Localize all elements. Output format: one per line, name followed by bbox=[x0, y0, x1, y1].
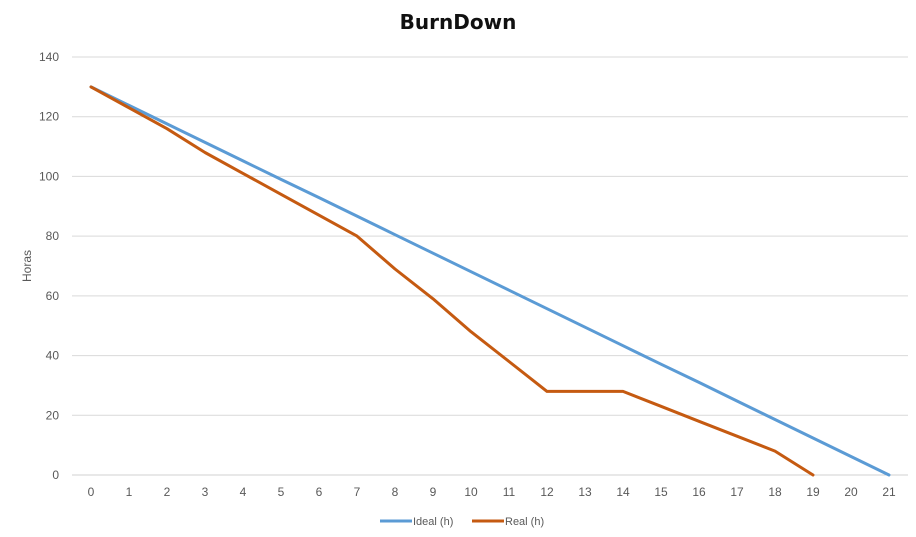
y-tick-label: 120 bbox=[39, 110, 59, 124]
x-tick-label: 5 bbox=[278, 485, 285, 499]
x-tick-label: 17 bbox=[730, 485, 744, 499]
x-tick-label: 21 bbox=[882, 485, 896, 499]
y-tick-label: 60 bbox=[46, 289, 60, 303]
x-tick-label: 13 bbox=[578, 485, 592, 499]
y-tick-label: 140 bbox=[39, 50, 59, 64]
series-line-ideal bbox=[89, 85, 891, 477]
legend-label-ideal: Ideal (h) bbox=[413, 516, 453, 528]
x-tick-label: 0 bbox=[88, 485, 95, 499]
x-tick-label: 12 bbox=[540, 485, 554, 499]
x-tick-label: 11 bbox=[503, 485, 516, 499]
y-tick-label: 20 bbox=[46, 408, 60, 422]
x-tick-label: 9 bbox=[430, 485, 437, 499]
x-tick-label: 7 bbox=[354, 485, 361, 499]
legend: Ideal (h) Real (h) bbox=[380, 516, 544, 528]
y-tick-label: 80 bbox=[46, 229, 60, 243]
y-tick-label: 100 bbox=[39, 169, 59, 183]
series-line-real bbox=[89, 85, 815, 477]
x-tick-label: 2 bbox=[164, 485, 171, 499]
x-tick-label: 18 bbox=[768, 485, 782, 499]
x-tick-label: 3 bbox=[202, 485, 209, 499]
gridlines bbox=[72, 56, 908, 476]
x-tick-label: 14 bbox=[616, 485, 630, 499]
x-tick-label: 6 bbox=[316, 485, 323, 499]
chart-title: BurnDown bbox=[399, 10, 517, 34]
x-tick-label: 8 bbox=[392, 485, 399, 499]
y-tick-label: 0 bbox=[52, 468, 59, 482]
x-tick-label: 15 bbox=[654, 485, 668, 499]
y-tick-label: 40 bbox=[46, 349, 60, 363]
x-tick-label: 16 bbox=[692, 485, 706, 499]
x-tick-label: 1 bbox=[126, 485, 133, 499]
legend-label-real: Real (h) bbox=[505, 516, 544, 528]
y-axis-label: Horas bbox=[20, 250, 34, 282]
x-axis-ticks: 0 1 2 3 4 5 6 7 8 9 10 11 12 13 14 15 16 17 18 19 20 21 bbox=[88, 485, 896, 499]
x-tick-label: 19 bbox=[806, 485, 820, 499]
x-tick-label: 10 bbox=[464, 485, 478, 499]
y-axis-ticks: 0 20 40 60 80 100 120 140 bbox=[39, 50, 59, 482]
series-lines bbox=[89, 85, 891, 477]
x-tick-label: 20 bbox=[844, 485, 858, 499]
x-tick-label: 4 bbox=[240, 485, 247, 499]
